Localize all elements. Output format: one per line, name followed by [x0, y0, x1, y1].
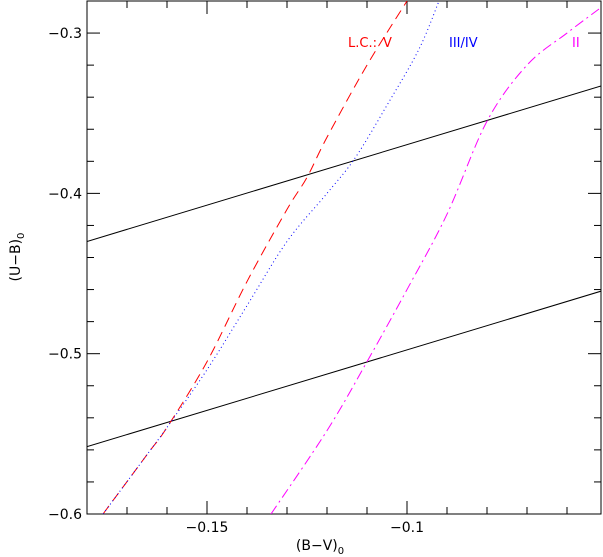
x-axis-title: (B−V)0	[296, 538, 344, 557]
reference-line-1	[87, 85, 601, 242]
x-tick-label: −0.1	[390, 520, 424, 536]
x-axis-title-sub: 0	[338, 546, 344, 557]
x-tick-label: −0.15	[186, 520, 229, 536]
reference-line-2	[87, 290, 601, 448]
legend-entry-iii-iv: III/IV	[449, 36, 478, 51]
y-tick-label: −0.6	[48, 507, 82, 523]
plot-frame	[86, 0, 602, 515]
y-tick-label: −0.3	[48, 26, 82, 42]
y-axis-title: (U−B)0	[8, 233, 27, 282]
x-axis-title-main: (B−V)	[296, 538, 338, 554]
series-line-v	[102, 1, 408, 514]
legend: L.C.: V III/IV II	[348, 36, 580, 51]
series-line-iii-iv	[102, 1, 440, 514]
y-tick-label: −0.5	[48, 347, 82, 363]
legend-entry-ii: II	[572, 36, 580, 51]
tick-labels: −0.15 −0.1 −0.3 −0.4 −0.5 −0.6	[48, 26, 424, 536]
legend-entry-v: V	[383, 36, 392, 51]
legend-title: L.C.:	[348, 36, 377, 51]
axis-ticks	[86, 0, 601, 515]
y-tick-label: −0.4	[48, 186, 82, 202]
y-axis-title-main: (U−B)	[8, 239, 24, 282]
series-layer	[87, 1, 601, 514]
y-axis-title-sub: 0	[16, 233, 27, 239]
series-line-ii	[270, 8, 600, 514]
